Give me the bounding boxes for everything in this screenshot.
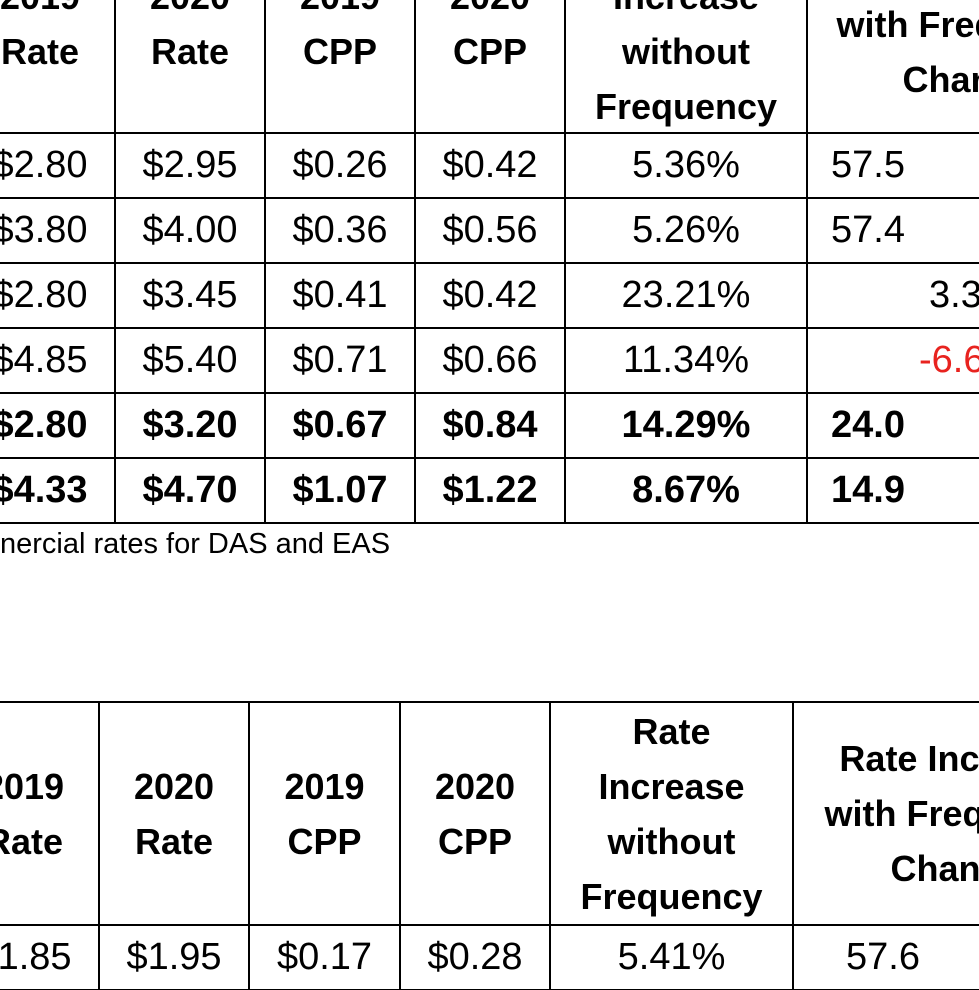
- header-line: with Frequency: [836, 3, 979, 45]
- table-cell: 5.26%: [564, 197, 808, 264]
- header-cell: 2020 Rate: [98, 701, 250, 926]
- table-cell: $0.26: [264, 132, 416, 199]
- header-cell: 2019 CPP: [248, 701, 401, 926]
- header-line: CPP: [302, 31, 378, 72]
- header-line: Frequency: [580, 875, 763, 917]
- header-line: Increase: [598, 765, 745, 807]
- header-line: Rate: [632, 710, 711, 752]
- table-cell: $5.40: [114, 327, 266, 394]
- table-cell: 57.5: [806, 132, 979, 199]
- header-line: CPP: [287, 820, 362, 862]
- header-line: 2019: [300, 0, 380, 24]
- header-line: 2020: [434, 765, 516, 807]
- table-cell: 24.0: [806, 392, 979, 459]
- table-cell: $3.80: [0, 197, 116, 264]
- table-cell: 5.41%: [549, 924, 794, 990]
- header-line: Rate: [0, 820, 64, 862]
- header-line: Rate: [0, 31, 80, 72]
- header-cell: 2020 Rate: [114, 0, 266, 134]
- table-cell: $0.36: [264, 197, 416, 264]
- table-cell: $2.80: [0, 262, 116, 329]
- header-line: 2020: [150, 0, 230, 24]
- table-cell: 57.6: [792, 924, 979, 990]
- table-cell: 57.4: [806, 197, 979, 264]
- header-cell: 2020 CPP: [399, 701, 551, 926]
- table-cell: $0.17: [248, 924, 401, 990]
- table-cell: $2.80: [0, 132, 116, 199]
- table-cell: $3.20: [114, 392, 266, 459]
- header-line: Rate: [150, 31, 230, 72]
- table-cell: $3.45: [114, 262, 266, 329]
- table-cell: $0.42: [414, 262, 566, 329]
- table-cell: $4.33: [0, 457, 116, 524]
- table-cell: $1.95: [98, 924, 250, 990]
- table-cell: $0.41: [264, 262, 416, 329]
- table-cell: -6.6: [806, 327, 979, 394]
- header-line: 2019: [0, 765, 65, 807]
- table-cell: 3.3: [806, 262, 979, 329]
- table-cell: 14.9: [806, 457, 979, 524]
- table-cell: $0.71: [264, 327, 416, 394]
- header-line: CPP: [437, 820, 513, 862]
- header-line: 2019: [284, 765, 365, 807]
- caption: nercial rates for DAS and EAS: [0, 528, 391, 560]
- header-line: Increase: [613, 0, 759, 24]
- header-cell: 2020 CPP: [414, 0, 566, 134]
- header-line: Frequency: [594, 86, 778, 127]
- table-cell: $2.95: [114, 132, 266, 199]
- header-cell: 2019 Rate: [0, 0, 116, 134]
- header-line: with Frequency: [824, 793, 979, 834]
- table-cell: $4.00: [114, 197, 266, 264]
- table-cell: 14.29%: [564, 392, 808, 459]
- table-cell: 11.34%: [564, 327, 808, 394]
- header-line: 2020: [450, 0, 530, 24]
- header-cell: Rate Increase with Frequency Change: [792, 701, 979, 926]
- table-cell: $0.66: [414, 327, 566, 394]
- header-line: without: [607, 820, 736, 862]
- header-cell: 2019 CPP: [264, 0, 416, 134]
- table-cell: $0.67: [264, 392, 416, 459]
- table-cell: $0.42: [414, 132, 566, 199]
- table-cell: $1.07: [264, 457, 416, 524]
- header-line: 2020: [133, 765, 215, 807]
- table-cell: 23.21%: [564, 262, 808, 329]
- header-line: Change: [902, 58, 979, 100]
- table-cell: $0.56: [414, 197, 566, 264]
- header-cell: Rate Increase without Frequency: [549, 701, 794, 926]
- header-line: without: [622, 31, 750, 72]
- header-cell: 2019 Rate: [0, 701, 100, 926]
- table-cell: $1.22: [414, 457, 566, 524]
- header-line: Change: [890, 848, 979, 889]
- table-cell: $4.70: [114, 457, 266, 524]
- table-cell: $1.85: [0, 924, 100, 990]
- header-line: CPP: [452, 31, 528, 72]
- table-cell: 5.36%: [564, 132, 808, 199]
- table-cell: 8.67%: [564, 457, 808, 524]
- header-line: Rate: [134, 820, 214, 862]
- table-cell: $2.80: [0, 392, 116, 459]
- header-line: Rate Increase: [839, 738, 979, 779]
- table-cell: $4.85: [0, 327, 116, 394]
- header-line: 2019: [0, 0, 80, 24]
- table-cell: $0.28: [399, 924, 551, 990]
- table-cell: $0.84: [414, 392, 566, 459]
